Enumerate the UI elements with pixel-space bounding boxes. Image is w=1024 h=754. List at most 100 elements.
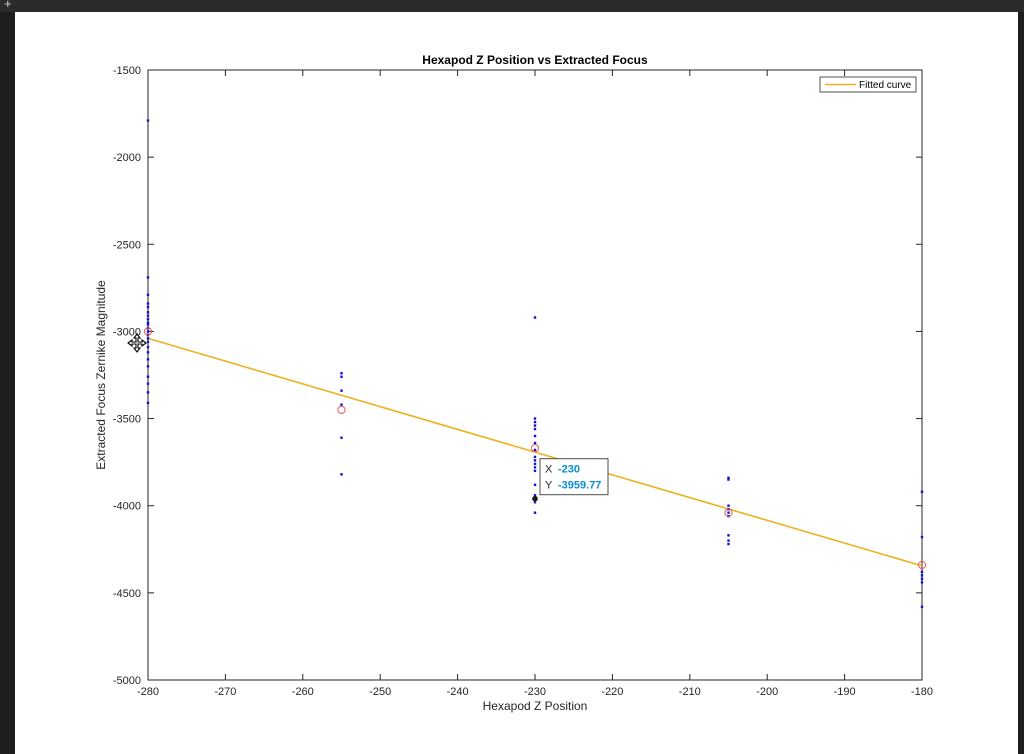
data-point — [146, 337, 150, 340]
data-point — [146, 351, 150, 354]
x-axis: -280 -270 -260 -250 -240 -230 -220 -210 -200 -190… — [137, 70, 933, 698]
data-point — [920, 535, 924, 539]
data-point — [146, 330, 150, 333]
data-point — [146, 311, 150, 314]
y-tick-label: -3000 — [113, 326, 141, 338]
data-point — [533, 420, 537, 424]
data-point — [533, 455, 537, 459]
data-point — [533, 434, 537, 438]
data-point — [340, 473, 343, 476]
add-tab-icon[interactable]: + — [4, 0, 12, 11]
data-point — [146, 391, 150, 394]
y-tick-label: -4500 — [113, 588, 141, 600]
pan-cursor-icon — [127, 333, 147, 353]
window-top-bar: + — [0, 0, 1024, 12]
figure-canvas: Hexapod Z Position vs Extracted Focus -2… — [15, 12, 1018, 754]
data-point — [340, 389, 343, 392]
data-point — [146, 302, 150, 305]
mean-marker — [724, 508, 733, 517]
mean-markers-series — [143, 327, 927, 570]
x-tick-label: -180 — [911, 686, 933, 698]
mean-marker — [143, 327, 153, 336]
plot-area[interactable] — [147, 69, 923, 681]
y-tick-label: -5000 — [113, 675, 141, 687]
data-point — [727, 542, 730, 546]
data-point — [533, 417, 537, 420]
mean-marker — [917, 560, 927, 570]
data-point — [533, 462, 537, 466]
data-point — [920, 574, 924, 577]
x-tick-label: -190 — [834, 686, 856, 698]
x-tick-label: -280 — [137, 686, 159, 698]
legend[interactable]: Fitted curve — [819, 76, 917, 93]
y-axis: -5000 -4500 -4000 -3500 -3000 -2500 -2000 -1500 — [113, 65, 922, 687]
data-point — [533, 501, 537, 504]
data-tip-x-key: X — [545, 464, 553, 476]
data-point — [146, 375, 150, 378]
x-tick-label: -200 — [756, 686, 778, 698]
x-tick-label: -230 — [524, 686, 546, 698]
data-point — [146, 323, 150, 326]
data-tip-y-value: -3959.77 — [558, 480, 601, 492]
data-point — [340, 403, 343, 406]
data-point — [146, 305, 150, 309]
y-tick-label: -4000 — [113, 501, 141, 513]
data-points-series — [146, 119, 924, 608]
data-point — [146, 119, 150, 122]
data-point — [146, 365, 150, 368]
y-tick-label: -3500 — [113, 414, 141, 426]
data-point — [340, 436, 343, 439]
data-point — [727, 504, 730, 507]
x-tick-label: -210 — [679, 686, 701, 698]
data-tip-x-value: -230 — [558, 464, 580, 476]
data-point — [727, 476, 730, 480]
scatter-chart: Hexapod Z Position vs Extracted Focus -2… — [94, 53, 933, 713]
data-point — [920, 570, 924, 574]
data-tip-box — [539, 458, 609, 496]
data-tip-y-key: Y — [545, 480, 553, 492]
data-point — [533, 424, 537, 427]
data-point — [533, 316, 537, 319]
data-point — [533, 427, 537, 431]
data-point — [533, 483, 537, 486]
data-point — [920, 605, 924, 608]
legend-entry-fitted-curve: Fitted curve — [859, 80, 912, 91]
x-tick-label: -270 — [214, 686, 236, 698]
x-tick-label: -240 — [447, 686, 469, 698]
data-point — [340, 375, 343, 378]
data-point — [146, 314, 150, 317]
x-tick-label: -260 — [292, 686, 314, 698]
data-point — [920, 490, 924, 493]
data-point — [727, 539, 730, 542]
y-tick-label: -1500 — [113, 65, 141, 77]
data-point — [533, 448, 537, 452]
data-point — [533, 511, 537, 514]
data-point — [727, 511, 730, 514]
mean-marker — [530, 444, 540, 453]
data-point — [146, 318, 150, 321]
data-point — [146, 293, 150, 297]
data-tip-marker — [532, 495, 538, 502]
data-tip[interactable]: X -230 Y -3959.77 — [532, 458, 609, 502]
legend-box — [819, 76, 917, 93]
data-point — [340, 372, 343, 375]
x-axis-title: Hexapod Z Position — [483, 699, 588, 713]
data-point — [146, 401, 150, 405]
data-point — [920, 581, 924, 584]
data-point — [533, 441, 537, 445]
chart-title: Hexapod Z Position vs Extracted Focus — [422, 53, 648, 67]
data-point — [533, 466, 537, 469]
data-point — [727, 534, 730, 537]
y-tick-label: -2000 — [113, 152, 141, 164]
mean-marker — [337, 405, 346, 414]
data-point — [533, 459, 537, 462]
data-point — [727, 478, 730, 481]
x-tick-label: -250 — [369, 686, 391, 698]
data-point — [146, 276, 150, 279]
data-point — [146, 340, 150, 344]
y-axis-title: Extracted Focus Zernike Magnitude — [94, 280, 108, 470]
data-point — [146, 345, 150, 349]
data-point — [533, 494, 537, 497]
data-point — [146, 321, 150, 324]
x-tick-label: -220 — [601, 686, 623, 698]
